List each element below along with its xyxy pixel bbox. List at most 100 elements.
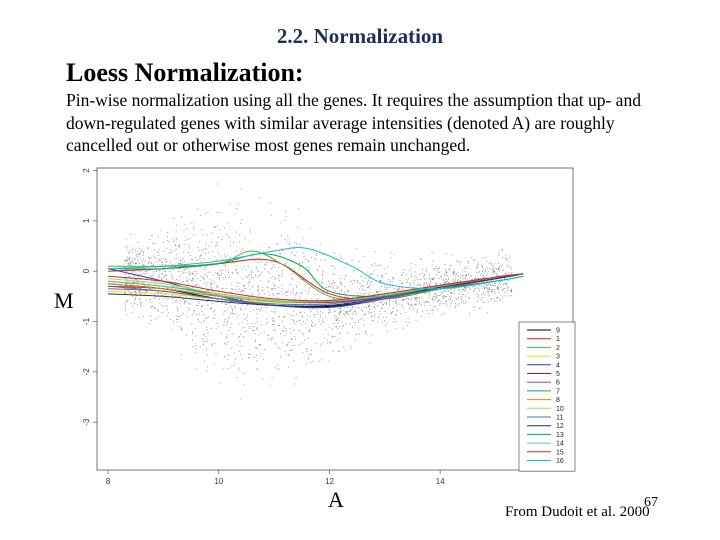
gene-point <box>243 290 245 292</box>
gene-point <box>228 316 230 318</box>
loess-curve-15 <box>108 273 524 302</box>
gene-point <box>267 271 269 273</box>
gene-point <box>318 265 320 267</box>
gene-point <box>478 270 480 272</box>
gene-point <box>153 280 155 283</box>
gene-point <box>461 298 463 301</box>
gene-point <box>291 319 293 321</box>
gene-point <box>134 249 136 251</box>
gene-point <box>202 321 204 323</box>
gene-point <box>498 254 500 256</box>
gene-point <box>435 265 437 268</box>
gene-point <box>334 281 336 284</box>
gene-point <box>416 285 418 287</box>
gene-point <box>462 293 464 295</box>
gene-point <box>393 287 395 289</box>
gene-point <box>225 324 227 326</box>
gene-point <box>159 260 161 262</box>
gene-point <box>255 346 257 349</box>
gene-point <box>166 236 168 238</box>
gene-point <box>496 288 498 290</box>
gene-point <box>403 269 405 271</box>
gene-point <box>176 224 178 226</box>
gene-point <box>404 299 406 301</box>
gene-point <box>127 300 129 302</box>
gene-point <box>360 318 362 320</box>
gene-point <box>204 319 206 321</box>
gene-point <box>494 271 496 273</box>
gene-point <box>478 294 480 296</box>
gene-point <box>161 294 163 296</box>
gene-point <box>297 226 299 229</box>
gene-point <box>334 314 336 317</box>
gene-point <box>206 234 208 236</box>
gene-point <box>294 255 296 257</box>
gene-point <box>389 286 391 289</box>
gene-point <box>343 313 345 315</box>
gene-point <box>157 261 159 263</box>
gene-point <box>435 282 437 284</box>
gene-point <box>415 294 417 296</box>
gene-point <box>351 317 353 319</box>
gene-point <box>189 272 191 274</box>
gene-point <box>483 277 485 279</box>
gene-point <box>416 300 418 303</box>
gene-point <box>191 331 193 333</box>
gene-point <box>134 278 136 280</box>
gene-point <box>139 247 141 249</box>
gene-point <box>158 254 160 256</box>
gene-point <box>438 271 440 273</box>
gene-point <box>395 300 397 302</box>
gene-point <box>426 292 428 294</box>
gene-point <box>431 278 433 280</box>
gene-point <box>440 293 442 295</box>
gene-point <box>161 278 163 280</box>
gene-point <box>182 251 184 253</box>
gene-point <box>180 354 182 356</box>
gene-point <box>418 297 420 299</box>
gene-point <box>258 294 260 296</box>
gene-point <box>291 339 293 341</box>
gene-point <box>337 327 339 330</box>
gene-point <box>510 295 512 297</box>
gene-point <box>189 303 191 305</box>
gene-point <box>255 360 257 362</box>
gene-point <box>249 231 252 233</box>
gene-point <box>383 268 385 270</box>
gene-point <box>487 291 489 293</box>
gene-point <box>485 286 487 288</box>
gene-point <box>496 297 498 299</box>
gene-point <box>329 282 331 284</box>
legend-label: 14 <box>556 441 564 448</box>
gene-point <box>316 313 318 315</box>
gene-point <box>483 287 486 289</box>
gene-point <box>289 283 291 286</box>
gene-point <box>141 273 143 275</box>
gene-point <box>158 276 160 278</box>
gene-point <box>436 300 438 303</box>
gene-point <box>172 268 174 271</box>
gene-point <box>375 308 377 310</box>
gene-point <box>365 289 367 291</box>
gene-point <box>301 342 303 344</box>
gene-point <box>468 262 470 264</box>
gene-point <box>403 299 405 301</box>
gene-point <box>231 283 233 285</box>
gene-point <box>354 338 357 341</box>
gene-point <box>413 286 415 288</box>
gene-point <box>196 305 198 307</box>
gene-point <box>188 283 190 285</box>
gene-point <box>460 274 462 276</box>
gene-point <box>339 332 342 334</box>
gene-point <box>427 301 429 303</box>
gene-point <box>139 271 141 273</box>
gene-point <box>314 323 316 325</box>
gene-point <box>269 202 272 204</box>
gene-point <box>192 333 194 335</box>
gene-point <box>293 321 295 323</box>
gene-point <box>153 256 155 258</box>
gene-point <box>274 308 276 310</box>
gene-point <box>413 307 415 309</box>
gene-point <box>153 249 156 251</box>
gene-point <box>286 295 288 297</box>
